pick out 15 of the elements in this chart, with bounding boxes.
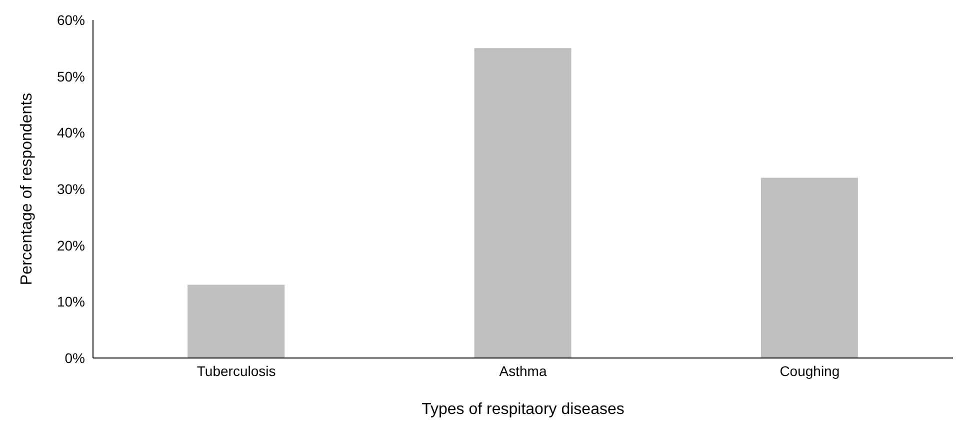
bar — [760, 178, 858, 358]
y-axis-title: Percentage of respondents — [18, 92, 36, 286]
y-tick-label: 50% — [56, 68, 85, 84]
x-axis-title: Types of respitaory diseases — [422, 401, 624, 418]
x-tick-label: Coughing — [780, 362, 840, 379]
x-tick-label: Asthma — [499, 362, 547, 379]
y-tick-label: 60% — [56, 12, 85, 28]
y-tick-label: 40% — [56, 124, 85, 141]
y-tick-label: 0% — [64, 350, 85, 366]
y-tick-label: 20% — [56, 237, 85, 254]
bar — [474, 48, 572, 358]
x-tick-label: Tuberculosis — [196, 362, 276, 379]
y-tick-label: 10% — [56, 294, 85, 310]
y-tick-label: 30% — [56, 180, 85, 197]
bar — [188, 284, 285, 358]
